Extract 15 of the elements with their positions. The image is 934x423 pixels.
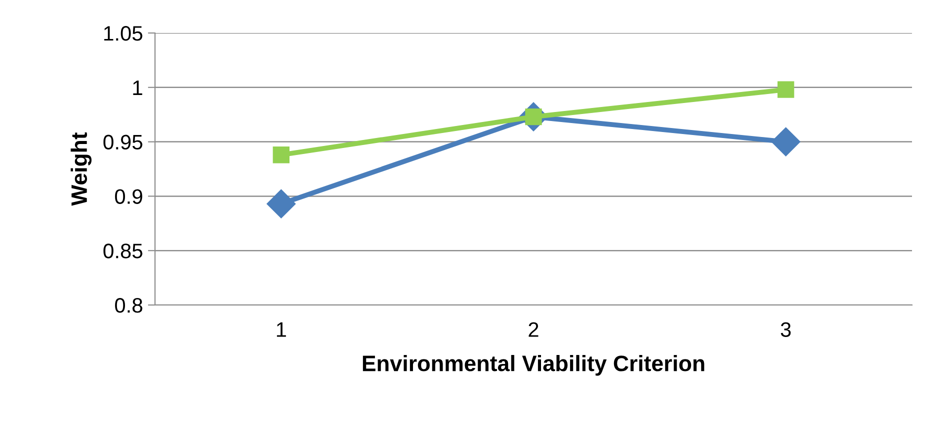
point: [771, 127, 800, 156]
y-tick-label: 0.85: [103, 244, 142, 258]
x-tick-label: 2: [528, 322, 538, 337]
y-tick-label: 1.05: [104, 26, 142, 41]
y-tick-label: 1: [133, 80, 142, 95]
point: [272, 146, 290, 164]
y-tick-label: 0.9: [115, 189, 142, 204]
x-tick-label: 3: [780, 322, 791, 337]
x-axis-title: Environmental Viability Criterion: [362, 354, 704, 376]
x-tick-label: 1: [276, 322, 286, 337]
point: [266, 189, 296, 218]
y-tick-label: 0.8: [115, 298, 142, 313]
y-tick-label: 0.95: [103, 134, 142, 150]
point: [778, 81, 794, 98]
y-axis-title: Weight: [70, 132, 92, 206]
